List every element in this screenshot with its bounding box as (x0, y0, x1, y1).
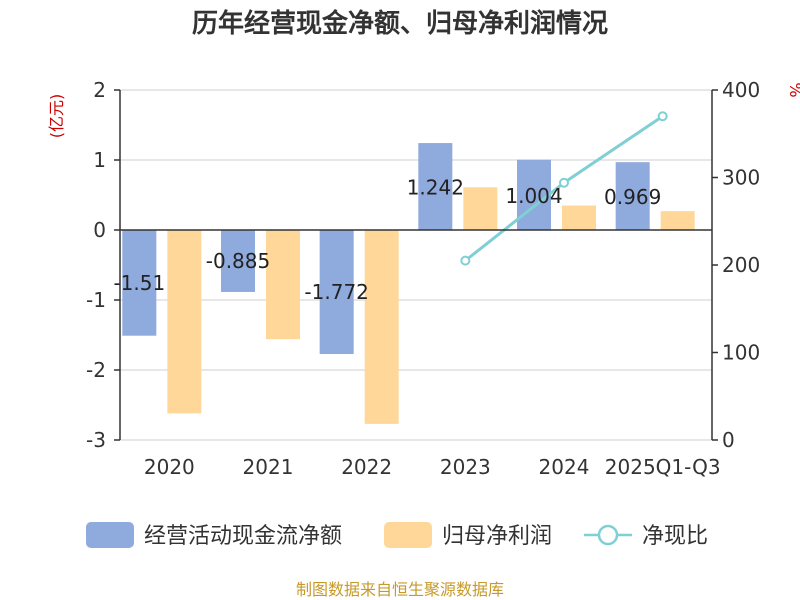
legend: 经营活动现金流净额 归母净利润 净现比 (86, 522, 708, 549)
right-axis-ticks: 400 300 200 100 0 (712, 78, 760, 452)
data-label-cashflow: 0.969 (604, 185, 661, 209)
legend-swatch-netprofit (384, 522, 432, 548)
bar-cashflow (418, 143, 453, 230)
left-tick-label: -2 (86, 358, 106, 382)
bar-cashflow (517, 159, 551, 230)
data-label-cashflow: -0.885 (206, 249, 270, 273)
gridlines (120, 89, 712, 441)
bar-cashflow (319, 230, 354, 355)
legend-label-cashflow: 经营活动现金流净额 (144, 524, 342, 549)
x-tick-label: 2022 (341, 455, 392, 479)
bar-netprofit (167, 230, 202, 414)
x-tick-label: 2025Q1-Q3 (605, 455, 721, 479)
left-tick-label: -1 (86, 288, 106, 312)
bar-netprofit (463, 187, 498, 230)
chart-title: 历年经营现金净额、归母净利润情况 (192, 8, 608, 39)
right-tick-label: 0 (722, 428, 735, 452)
data-label-cashflow: -1.772 (304, 280, 368, 304)
legend-item-ratio[interactable]: 净现比 (584, 524, 708, 549)
axes (119, 90, 713, 440)
bar-cashflow (221, 230, 255, 292)
bar-series (122, 143, 695, 424)
bar-netprofit (364, 230, 399, 424)
ratio-point (657, 111, 668, 122)
right-tick-label: 100 (722, 341, 760, 365)
left-axis-unit: (亿元) (47, 94, 66, 139)
ratio-point (559, 177, 569, 188)
left-tick-label: 1 (93, 148, 106, 172)
x-tick-label: 2020 (144, 455, 195, 479)
legend-label-ratio: 净现比 (642, 524, 708, 549)
legend-label-netprofit: 归母净利润 (442, 524, 552, 549)
ratio-line-series (460, 111, 668, 266)
bar-netprofit (660, 211, 695, 230)
bar-netprofit (266, 230, 300, 340)
legend-item-netprofit[interactable]: 归母净利润 (384, 522, 552, 549)
bar-cashflow (122, 230, 157, 336)
x-tick-label: 2021 (243, 455, 294, 479)
data-labels: -1.51 -0.885 -1.772 1.242 1.004 0.969 (113, 176, 661, 304)
data-label-cashflow: 1.242 (407, 176, 464, 200)
x-tick-label: 2024 (539, 455, 590, 479)
left-tick-label: 2 (93, 78, 106, 102)
left-tick-label: 0 (93, 218, 106, 242)
data-source-note: 制图数据来自恒生聚源数据库 (296, 580, 504, 599)
left-tick-label: -3 (86, 428, 106, 452)
data-label-cashflow: 1.004 (505, 184, 562, 208)
x-axis-ticks: 2020 2021 2022 2023 2024 2025Q1-Q3 (144, 455, 721, 479)
right-axis-unit: % (786, 82, 800, 97)
x-tick-label: 2023 (440, 455, 491, 479)
legend-swatch-cashflow (86, 522, 134, 548)
legend-item-cashflow[interactable]: 经营活动现金流净额 (86, 522, 342, 549)
left-axis-ticks: 2 1 0 -1 -2 -3 (86, 78, 120, 452)
right-tick-label: 300 (722, 166, 760, 190)
bar-cashflow (615, 162, 650, 230)
right-tick-label: 400 (722, 78, 760, 102)
data-label-cashflow: -1.51 (113, 271, 165, 295)
ratio-point (460, 255, 471, 266)
bar-netprofit (562, 205, 596, 230)
legend-marker-ratio (597, 524, 619, 546)
right-tick-label: 200 (722, 253, 760, 277)
